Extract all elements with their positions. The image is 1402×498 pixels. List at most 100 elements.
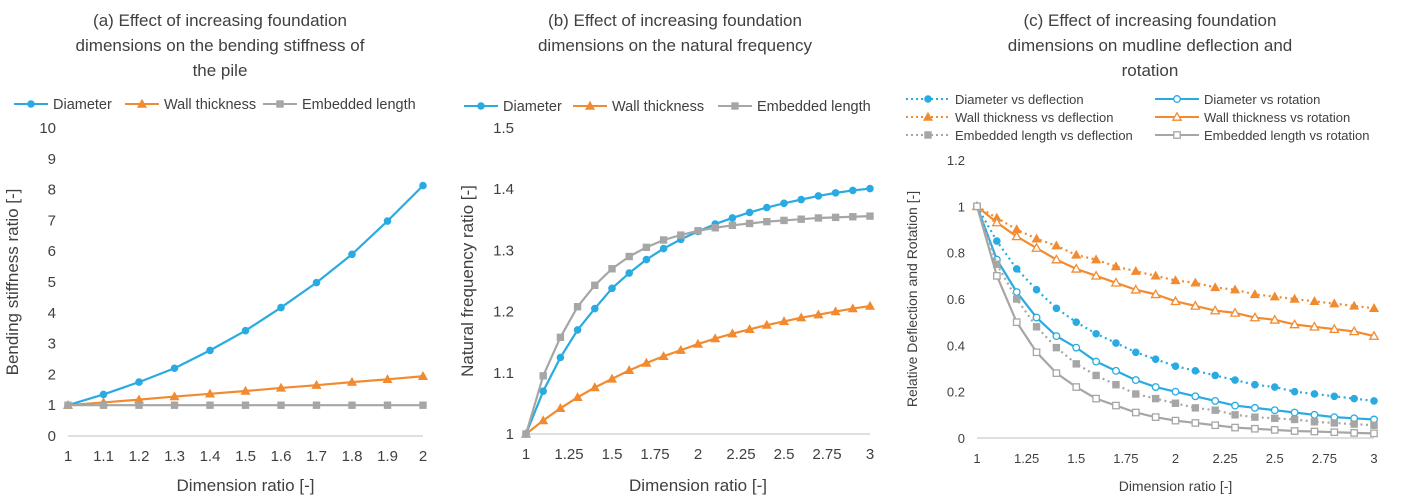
x-tick-label: 3 <box>866 446 874 463</box>
data-point <box>1309 296 1320 306</box>
data-point <box>1071 249 1082 259</box>
y-tick-label: 1.3 <box>493 242 514 259</box>
data-point <box>993 271 1001 280</box>
data-point <box>383 217 392 225</box>
y-tick-label: 0 <box>958 431 965 446</box>
data-point <box>1250 403 1259 412</box>
y-tick-label: 10 <box>39 120 56 137</box>
series-2 <box>520 300 876 438</box>
x-tick-label: 1.5 <box>1067 451 1085 466</box>
data-point <box>1072 360 1080 368</box>
data-point <box>1251 413 1259 421</box>
data-point <box>1092 329 1100 338</box>
data-point <box>241 401 250 409</box>
data-point <box>1171 399 1180 407</box>
data-point <box>1290 427 1299 435</box>
data-point <box>419 181 427 190</box>
data-point <box>1151 394 1160 403</box>
x-tick-label: 2.75 <box>812 446 841 463</box>
data-point <box>1090 270 1102 280</box>
data-point <box>539 387 547 395</box>
y-tick-label: 5 <box>48 274 56 291</box>
legend-swatch-marker <box>27 100 35 108</box>
data-point <box>1092 371 1100 380</box>
data-point <box>1370 397 1378 405</box>
data-point <box>780 216 788 225</box>
data-point <box>1151 413 1160 422</box>
data-point <box>1112 339 1120 347</box>
data-point <box>1171 362 1180 370</box>
data-point <box>1211 396 1220 405</box>
data-point <box>642 255 651 264</box>
chart-a-svg: 1 1.1 1.2 1.3 1.4 1.5 1.6 1.7 1.8 1.9 201234567891… <box>3 97 429 495</box>
series-3 <box>971 201 1380 312</box>
data-point <box>728 221 737 230</box>
data-point <box>1309 321 1320 331</box>
data-point <box>1112 401 1120 410</box>
legend-swatch-marker <box>1171 111 1183 121</box>
data-point <box>864 300 876 310</box>
data-point <box>1012 265 1021 273</box>
data-point <box>694 227 702 235</box>
legend-label: Wall thickness <box>612 99 704 115</box>
data-point <box>99 401 108 409</box>
x-tick-label: 1 <box>64 448 72 465</box>
data-point <box>1229 307 1241 317</box>
y-tick-label: 0.2 <box>947 385 965 400</box>
data-point <box>796 312 807 322</box>
data-point <box>1171 416 1180 425</box>
x-tick-label: 1 <box>522 446 530 463</box>
data-point <box>1270 426 1279 434</box>
data-point <box>573 326 582 334</box>
data-point <box>383 401 392 409</box>
data-point <box>277 401 285 409</box>
data-point <box>711 224 719 232</box>
x-tick-label: 2 <box>1172 451 1179 466</box>
data-point <box>1190 300 1201 310</box>
x-tick-label: 1.1 <box>93 448 114 465</box>
data-point <box>761 319 772 329</box>
legend-swatch-marker <box>924 95 932 103</box>
data-point <box>1249 289 1260 299</box>
data-point <box>1290 415 1299 424</box>
data-point <box>312 401 321 409</box>
data-point <box>1072 383 1081 391</box>
data-point <box>1052 304 1061 313</box>
data-point <box>625 252 633 261</box>
data-point <box>710 333 721 343</box>
data-point <box>1269 291 1280 301</box>
legend: Diameter Wall thickness Embedded length <box>464 99 871 115</box>
data-point <box>625 269 633 277</box>
legend-entry: Wall thickness vs rotation <box>1155 110 1350 125</box>
data-point <box>1211 371 1220 380</box>
series-line <box>524 215 871 435</box>
x-tick-label: 2 <box>694 446 702 463</box>
series-2 <box>973 202 1378 424</box>
legend-label: Wall thickness vs rotation <box>1204 110 1350 125</box>
data-point <box>831 189 840 197</box>
data-point <box>348 401 356 409</box>
data-point <box>849 186 857 195</box>
data-point <box>1350 394 1358 403</box>
data-point <box>1051 254 1062 264</box>
legend: Diameter vs deflection Diameter vs rotati… <box>906 92 1370 143</box>
y-tick-label: 3 <box>48 336 56 353</box>
x-tick-labels: 1 1.1 1.2 1.3 1.4 1.5 1.6 1.7 1.8 1.9 2 <box>64 448 427 465</box>
data-point <box>1111 366 1120 375</box>
legend-label: Embedded length vs rotation <box>1204 128 1370 143</box>
chart-title: (c) Effect of increasing foundation dime… <box>1007 11 1293 80</box>
data-point <box>1070 263 1082 273</box>
data-point <box>659 236 668 244</box>
data-point <box>538 415 549 425</box>
data-point <box>677 231 685 239</box>
x-tick-label: 1.8 <box>342 448 363 465</box>
data-point <box>641 357 652 367</box>
legend-swatch-marker <box>922 111 934 121</box>
x-axis-label: Dimension ratio [-] <box>177 476 315 495</box>
data-point <box>727 328 738 338</box>
legend-swatch-marker <box>136 98 148 108</box>
data-point <box>1270 383 1279 391</box>
data-point <box>1310 418 1319 426</box>
x-tick-label: 1.6 <box>271 448 292 465</box>
data-point <box>624 365 635 375</box>
